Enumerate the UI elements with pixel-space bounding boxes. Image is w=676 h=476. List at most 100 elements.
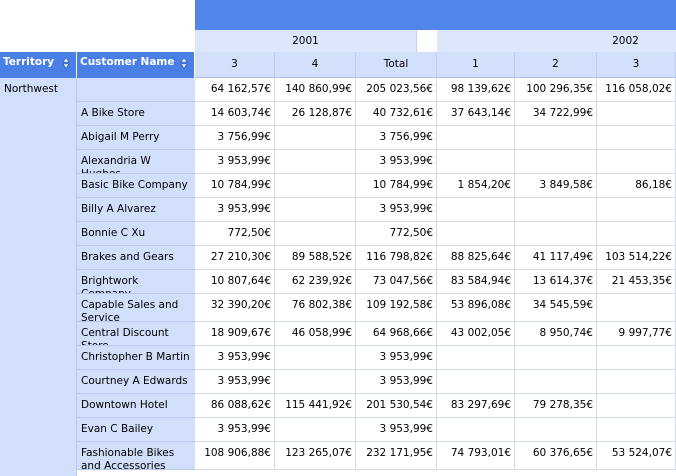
value-cell: 41 117,49€ [515, 246, 597, 270]
value-cell [437, 370, 515, 394]
value-cell: 86,18€ [597, 174, 676, 198]
period-header: 3 [195, 52, 275, 78]
sort-icon[interactable] [62, 57, 70, 69]
value-cell: 34 722,99€ [515, 102, 597, 126]
value-cell: 98 139,62€ [437, 78, 515, 102]
value-cell [597, 294, 676, 322]
value-cell [515, 222, 597, 246]
value-cell: 205 023,56€ [356, 78, 437, 102]
customer-cell: Christopher B Martin [77, 346, 195, 370]
value-cell: 3 953,99€ [356, 346, 437, 370]
territory-cell: Northwest [0, 78, 77, 476]
value-cell: 3 953,99€ [195, 150, 275, 174]
value-cell [437, 222, 515, 246]
value-cell: 79 278,35€ [515, 394, 597, 418]
value-cell [597, 394, 676, 418]
value-cell [597, 370, 676, 394]
value-cell: 60 376,65€ [515, 442, 597, 470]
customer-cell: A Bike Store [77, 102, 195, 126]
value-cell [437, 418, 515, 442]
year-header: 2001 [195, 30, 417, 52]
value-cell: 3 953,99€ [195, 346, 275, 370]
customer-cell: Bonnie C Xu [77, 222, 195, 246]
value-cell: 53 896,08€ [437, 294, 515, 322]
value-cell: 13 614,37€ [515, 270, 597, 294]
value-cell: 9 997,77€ [597, 322, 676, 346]
value-cell: 26 128,87€ [275, 102, 356, 126]
value-cell: 115 441,92€ [275, 394, 356, 418]
value-cell: 3 953,99€ [195, 198, 275, 222]
year-header: 2002 [437, 30, 676, 52]
value-cell: 64 968,66€ [356, 322, 437, 346]
customer-cell: Brakes and Gears [77, 246, 195, 270]
value-cell: 3 849,58€ [515, 174, 597, 198]
value-cell [275, 346, 356, 370]
value-cell [597, 126, 676, 150]
period-header: Total [356, 52, 437, 78]
value-cell: 100 296,35€ [515, 78, 597, 102]
value-cell: 64 162,57€ [195, 78, 275, 102]
value-cell: 10 807,64€ [195, 270, 275, 294]
value-cell: 3 953,99€ [356, 370, 437, 394]
value-cell: 3 953,99€ [356, 418, 437, 442]
value-cell: 1 854,20€ [437, 174, 515, 198]
value-cell: 74 793,01€ [437, 442, 515, 470]
column-header[interactable]: Customer Name [77, 52, 195, 78]
value-cell [275, 222, 356, 246]
sort-icon[interactable] [180, 57, 188, 69]
value-cell: 3 953,99€ [195, 418, 275, 442]
value-cell: 3 953,99€ [195, 370, 275, 394]
value-cell [275, 198, 356, 222]
value-cell: 32 390,20€ [195, 294, 275, 322]
value-cell: 10 784,99€ [356, 174, 437, 198]
value-cell: 34 545,59€ [515, 294, 597, 322]
value-cell: 201 530,54€ [356, 394, 437, 418]
value-cell: 46 058,99€ [275, 322, 356, 346]
period-header: 3 [597, 52, 676, 78]
value-cell [515, 418, 597, 442]
value-cell: 772,50€ [356, 222, 437, 246]
value-cell [515, 198, 597, 222]
value-cell [275, 418, 356, 442]
column-header[interactable]: Territory [0, 52, 77, 78]
value-cell: 116 058,02€ [597, 78, 676, 102]
customer-cell [77, 78, 195, 102]
value-cell: 37 643,14€ [437, 102, 515, 126]
customer-cell: Central Discount Store [77, 322, 195, 346]
value-cell: 76 802,38€ [275, 294, 356, 322]
value-cell: 89 588,52€ [275, 246, 356, 270]
value-cell: 3 953,99€ [356, 198, 437, 222]
value-cell: 103 514,22€ [597, 246, 676, 270]
value-cell: 116 798,82€ [356, 246, 437, 270]
value-cell: 43 002,05€ [437, 322, 515, 346]
value-cell: 53 524,07€ [597, 442, 676, 470]
value-cell: 123 265,07€ [275, 442, 356, 470]
value-cell: 86 088,62€ [195, 394, 275, 418]
value-cell: 27 210,30€ [195, 246, 275, 270]
value-cell: 10 784,99€ [195, 174, 275, 198]
value-cell: 8 950,74€ [515, 322, 597, 346]
value-cell: 232 171,95€ [356, 442, 437, 470]
value-cell [437, 198, 515, 222]
value-cell [597, 198, 676, 222]
value-cell: 772,50€ [195, 222, 275, 246]
header-band [195, 0, 676, 30]
value-cell: 21 453,35€ [597, 270, 676, 294]
value-cell: 83 584,94€ [437, 270, 515, 294]
customer-cell: Basic Bike Company [77, 174, 195, 198]
value-cell: 14 603,74€ [195, 102, 275, 126]
customer-cell: Alexandria W Hughes [77, 150, 195, 174]
value-cell [597, 418, 676, 442]
period-header: 4 [275, 52, 356, 78]
customer-cell: Courtney A Edwards [77, 370, 195, 394]
value-cell [437, 346, 515, 370]
customer-cell: Abigail M Perry [77, 126, 195, 150]
period-header: 1 [437, 52, 515, 78]
value-cell [275, 126, 356, 150]
value-cell [597, 102, 676, 126]
value-cell [275, 174, 356, 198]
value-cell: 62 239,92€ [275, 270, 356, 294]
customer-cell: Billy A Alvarez [77, 198, 195, 222]
customer-cell: Capable Sales and Service [77, 294, 195, 322]
